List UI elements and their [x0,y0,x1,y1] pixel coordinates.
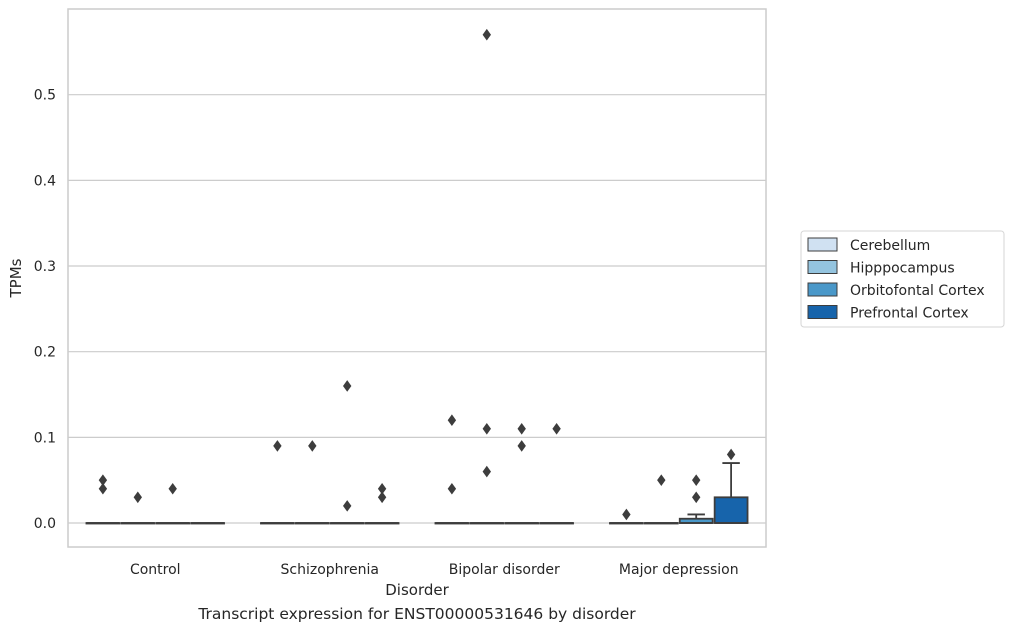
legend-box [800,230,1005,328]
figure-caption: Transcript expression for ENST0000053164… [198,605,636,623]
outlier-point [726,448,736,461]
box-rect [713,496,749,524]
y-tick-label: 0.4 [34,173,56,189]
outlier-point [447,414,457,427]
outlier-point [622,508,631,521]
outlier-point [273,440,282,452]
outlier-point [517,440,526,452]
outlier-point [98,482,108,495]
plot-frame [67,8,767,548]
box-prefrontal-cortex [713,448,749,524]
x-tick-label: Major depression [619,562,739,578]
outlier-point [168,482,177,495]
legend-swatch [807,282,838,297]
legend-swatch [807,260,838,274]
boxes-layer [85,28,749,525]
box-orbitofontal-cortex [155,482,191,525]
outlier-point [343,500,352,512]
box-hipppocampus [120,491,156,525]
legend-label: Orbitofontal Cortex [850,283,985,299]
x-tick-label: Schizophrenia [281,562,379,578]
legend-label: Hipppocampus [850,261,955,277]
y-tick-label: 0.0 [34,516,56,532]
y-axis-label: TPMs [7,258,25,298]
box-hipppocampus [469,28,505,525]
box-cerebellum [609,508,644,525]
outlier-point [482,28,491,41]
y-tick-label: 0.5 [34,88,56,104]
outlier-point [517,422,526,435]
outlier-point [133,491,142,504]
box-prefrontal-cortex [364,482,400,525]
box-orbitofontal-cortex [678,474,714,524]
outlier-point [447,482,457,495]
outlier-point [98,474,108,486]
x-tick-labels: Control Schizophrenia Bipolar disorder Majo… [130,562,739,578]
outlier-point [343,380,352,392]
legend-swatch [807,237,838,252]
box-prefrontal-cortex [539,422,574,525]
x-tick-label: Bipolar disorder [449,562,560,578]
legend-swatch [807,305,838,319]
x-axis-label: Disorder [385,581,449,599]
outlier-point [482,465,491,478]
box-cerebellum [85,474,121,525]
box-orbitofontal-cortex [504,422,540,525]
outlier-point [308,440,317,452]
gridlines [68,94,766,524]
outlier-point [482,422,491,435]
outlier-point [692,491,701,504]
legend-label: Prefrontal Cortex [850,306,969,322]
box-orbitofontal-cortex [329,380,365,525]
outlier-point [552,422,561,435]
outlier-point [377,491,387,504]
box-hipppocampus [294,440,330,525]
outlier-point [692,474,701,486]
legend: Cerebellum Hipppocampus Orbitofontal Corte… [800,230,1005,328]
y-tick-label: 0.1 [34,430,56,446]
y-tick-labels: 0.0 0.1 0.2 0.3 0.4 0.5 [34,88,56,532]
box-prefrontal-cortex [190,522,225,525]
plot-border [67,8,767,548]
y-tick-label: 0.3 [34,259,56,275]
box-cerebellum [260,440,295,525]
legend-label: Cerebellum [850,238,930,254]
outlier-point [657,474,666,486]
y-tick-label: 0.2 [34,345,56,361]
box-cerebellum [434,414,470,525]
x-tick-label: Control [130,562,181,578]
box-hipppocampus [643,474,679,525]
outlier-point [377,482,387,495]
